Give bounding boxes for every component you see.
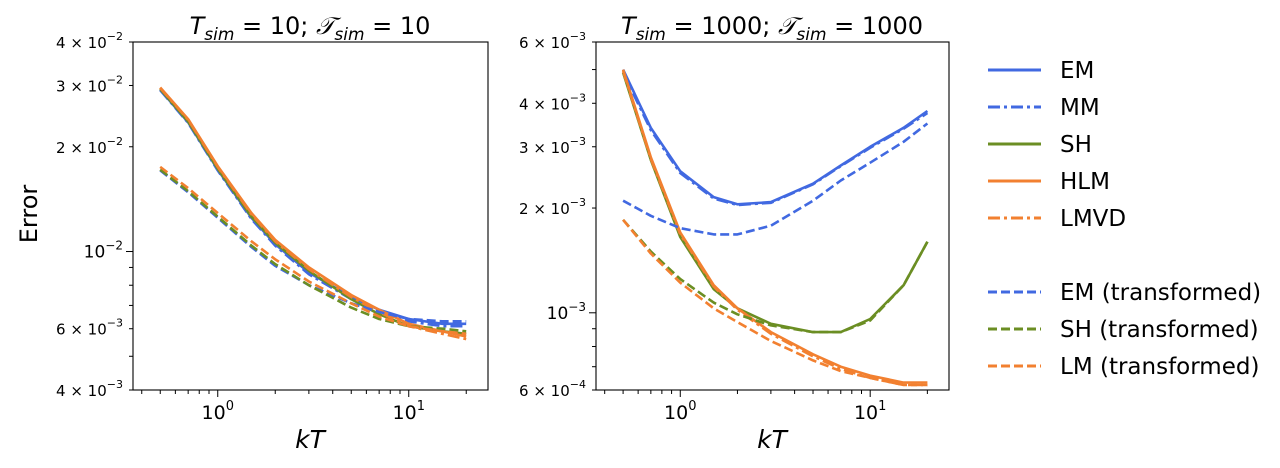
y-tick-label: 2 × 10−2 <box>56 135 123 157</box>
x-tick-label: 100 <box>202 399 234 424</box>
legend: EM MM SH HLM LMVD EM (transformed) SH (transfo… <box>988 58 1261 380</box>
series-line-right-sh-transformed <box>622 218 929 334</box>
series-line-right-em-transformed <box>622 122 929 236</box>
series-line-left-em-transformed <box>159 169 467 323</box>
legend-label: HLM <box>1060 169 1110 195</box>
y-tick-label: 3 × 10−2 <box>56 73 123 95</box>
y-tick-label: 2 × 10−3 <box>519 196 586 218</box>
y-tick-label: 3 × 10−3 <box>519 135 586 157</box>
series-line-left-lm-transformed <box>159 165 467 336</box>
y-tick-label: 4 × 10−3 <box>56 378 123 400</box>
legend-label: SH (transformed) <box>1060 317 1259 343</box>
chart-title-right: Tsim = 1000; 𝒯sim = 1000 <box>621 12 923 45</box>
series-line-right-lmvd <box>621 70 928 387</box>
x-axis-label-right: kT <box>757 425 788 454</box>
legend-label: LMVD <box>1060 206 1126 232</box>
series-line-left-sh-transformed <box>159 168 467 333</box>
legend-label: SH <box>1060 132 1092 158</box>
x-tick-label: 100 <box>664 399 696 424</box>
series-line-right-em <box>621 69 929 206</box>
y-tick-label: 6 × 10−3 <box>56 317 123 339</box>
legend-label: EM <box>1060 58 1094 84</box>
y-tick-label: 4 × 10−2 <box>56 30 123 52</box>
x-tick-label: 101 <box>393 399 425 424</box>
chart-panel-left: Tsim = 10; 𝒯sim = 10 100 101 4 × 10−2 3 × 1… <box>56 12 489 454</box>
chart-panel-right: Tsim = 1000; 𝒯sim = 1000 100 101 6 × 10−3 4… <box>519 12 950 454</box>
y-tick-label: 10−3 <box>547 300 586 324</box>
series-line-left-hlm <box>159 86 467 338</box>
legend-label: EM (transformed) <box>1060 280 1261 306</box>
series-line-left-lmvd <box>159 87 467 341</box>
plot-area-left <box>132 41 489 391</box>
y-tick-label: 4 × 10−3 <box>519 91 586 113</box>
series-line-right-lm-transformed <box>622 218 928 387</box>
y-tick-label: 10−2 <box>84 239 123 263</box>
y-tick-label: 6 × 10−3 <box>519 30 586 52</box>
legend-label: LM (transformed) <box>1060 354 1259 380</box>
x-axis-label-left: kT <box>295 425 326 454</box>
plot-area-right <box>595 41 950 391</box>
legend-label: MM <box>1060 95 1100 121</box>
series-line-right-mm <box>621 72 929 207</box>
y-tick-label: 6 × 10−4 <box>519 378 586 400</box>
series-line-right-hlm <box>621 69 928 384</box>
series-line-left-sh <box>159 88 467 336</box>
x-tick-label: 101 <box>854 399 886 424</box>
chart-title-left: Tsim = 10; 𝒯sim = 10 <box>190 12 431 45</box>
y-axis-label: Error <box>15 185 43 244</box>
